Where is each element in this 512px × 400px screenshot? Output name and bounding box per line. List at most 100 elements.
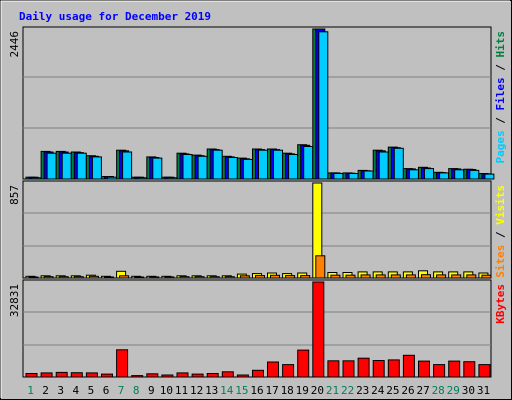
bar-bot-kbytes-day-18 — [282, 364, 295, 378]
x-tick-label-day-27: 27 — [416, 384, 429, 397]
bar-top-pages-day-22 — [348, 173, 359, 180]
panel-bot-legend: KBytes — [494, 284, 507, 324]
x-tick-label-day-9: 9 — [148, 384, 155, 397]
x-tick-label-day-28: 28 — [432, 384, 445, 397]
bar-bot-kbytes-day-7 — [116, 349, 129, 378]
x-tick-label-day-13: 13 — [205, 384, 218, 397]
bar-top-pages-day-11 — [182, 154, 193, 180]
bar-bot-kbytes-day-19 — [297, 349, 310, 378]
x-tick-label-day-22: 22 — [341, 384, 354, 397]
bar-bot-kbytes-day-11 — [176, 372, 189, 378]
bar-top-pages-day-7 — [122, 151, 133, 180]
x-tick-label-day-20: 20 — [311, 384, 324, 397]
bar-bot-kbytes-day-9 — [146, 373, 159, 378]
bar-mid-sites-day-28 — [436, 274, 447, 279]
legend-separator: / — [494, 111, 507, 131]
panel-mid-legend: Sites / Visits — [494, 185, 507, 278]
bar-mid-sites-day-17 — [270, 274, 280, 279]
panel-top-ymax-label: 2446 — [8, 31, 21, 58]
bar-bot-kbytes-day-21 — [327, 360, 340, 378]
bar-top-pages-day-5 — [91, 156, 102, 180]
bar-top-pages-day-26 — [408, 169, 419, 180]
bar-top-pages-day-10 — [167, 177, 178, 180]
bar-bot-kbytes-day-4 — [70, 372, 83, 378]
x-tick-label-day-5: 5 — [88, 384, 95, 397]
bar-top-pages-day-14 — [227, 157, 238, 180]
x-tick-label-day-1: 1 — [27, 384, 34, 397]
bar-mid-sites-day-8 — [134, 276, 145, 279]
bar-top-pages-day-1 — [31, 177, 42, 180]
bar-top-pages-day-28 — [439, 172, 450, 180]
x-tick-label-day-12: 12 — [190, 384, 203, 397]
bar-top-pages-day-6 — [107, 176, 117, 180]
bar-mid-sites-day-13 — [209, 276, 220, 279]
bar-mid-sites-day-25 — [390, 274, 401, 279]
bar-top-pages-day-3 — [61, 152, 72, 180]
bar-mid-sites-day-5 — [88, 275, 99, 279]
bar-top-pages-day-8 — [137, 177, 148, 180]
bar-bot-kbytes-day-1 — [25, 373, 38, 378]
bar-mid-sites-day-24 — [375, 274, 386, 279]
bar-mid-sites-day-4 — [73, 276, 84, 279]
bar-bot-kbytes-day-12 — [191, 373, 204, 378]
bar-top-pages-day-30 — [469, 169, 480, 180]
bar-mid-sites-day-15 — [239, 275, 250, 279]
panel-top-legend: Pages / Files / Hits — [494, 31, 507, 164]
panel-bot-ymax-label: 32831 — [8, 284, 21, 317]
bar-mid-sites-day-27 — [421, 274, 431, 279]
bar-top-pages-day-13 — [212, 149, 223, 180]
x-tick-label-day-3: 3 — [57, 384, 64, 397]
bar-mid-sites-day-2 — [43, 276, 54, 279]
x-tick-label-day-7: 7 — [118, 384, 125, 397]
bar-bot-kbytes-day-6 — [101, 373, 113, 378]
chart-title: Daily usage for December 2019 — [19, 10, 211, 23]
bar-top-pages-day-16 — [258, 149, 268, 180]
x-tick-label-day-24: 24 — [371, 384, 385, 397]
legend-entry-files: Files — [494, 77, 507, 110]
bar-top-pages-day-15 — [242, 158, 253, 180]
bar-bot-kbytes-day-27 — [418, 360, 430, 378]
bar-bot-kbytes-day-13 — [206, 373, 219, 378]
bar-mid-sites-day-20 — [315, 255, 326, 279]
bar-mid-sites-day-14 — [224, 276, 235, 279]
bar-mid-sites-day-30 — [466, 274, 477, 279]
bar-bot-kbytes-day-25 — [387, 359, 400, 378]
bar-bot-kbytes-day-2 — [40, 372, 53, 378]
bar-bot-kbytes-day-3 — [55, 371, 68, 378]
bar-bot-kbytes-day-29 — [448, 360, 461, 378]
x-tick-label-day-15: 15 — [235, 384, 248, 397]
panel-mid-frame — [22, 180, 492, 279]
x-tick-label-day-31: 31 — [477, 384, 490, 397]
x-tick-label-day-8: 8 — [133, 384, 140, 397]
bar-top-pages-day-2 — [46, 152, 57, 180]
bar-top-pages-day-9 — [152, 157, 163, 180]
legend-separator: / — [494, 58, 507, 78]
bar-top-pages-day-21 — [333, 173, 344, 180]
bar-mid-sites-day-31 — [481, 274, 492, 279]
x-tick-label-day-10: 10 — [160, 384, 173, 397]
x-tick-label-day-6: 6 — [103, 384, 110, 397]
bar-mid-sites-day-9 — [149, 276, 160, 279]
bar-mid-sites-day-7 — [119, 275, 130, 279]
x-tick-label-day-29: 29 — [447, 384, 460, 397]
legend-entry-visits: Visits — [494, 185, 507, 225]
x-tick-label-day-30: 30 — [462, 384, 475, 397]
bar-top-pages-day-29 — [454, 169, 465, 180]
bar-top-pages-day-19 — [303, 146, 314, 180]
bar-top-pages-day-20 — [318, 31, 329, 180]
bar-mid-sites-day-26 — [405, 274, 416, 279]
bar-bot-kbytes-day-17 — [267, 361, 279, 378]
bar-bot-kbytes-day-24 — [372, 360, 385, 378]
bar-top-pages-day-31 — [484, 173, 495, 180]
legend-entry-pages: Pages — [494, 130, 507, 163]
bar-bot-kbytes-day-16 — [252, 369, 264, 378]
bar-bot-kbytes-day-14 — [221, 371, 234, 378]
bar-bot-kbytes-day-23 — [357, 357, 370, 378]
bar-bot-kbytes-day-30 — [463, 361, 476, 378]
x-tick-label-day-17: 17 — [265, 384, 278, 397]
bar-mid-sites-day-1 — [28, 276, 39, 279]
bar-mid-sites-day-21 — [330, 274, 341, 279]
